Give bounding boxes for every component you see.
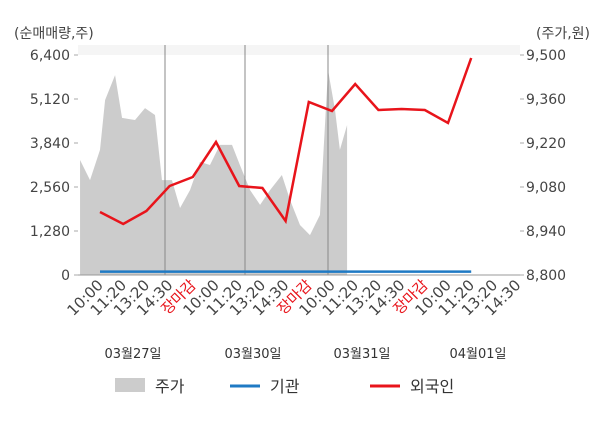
y-tick-label: 2,560 — [30, 180, 70, 196]
day-label: 03월27일 — [104, 347, 161, 362]
day-label: 03월30일 — [224, 347, 281, 362]
legend-swatch — [115, 378, 145, 392]
y-tick-label: 5,120 — [30, 92, 70, 108]
y-axis-label: (순매매량,주) — [14, 26, 94, 42]
day-label: 04월01일 — [449, 347, 506, 362]
price-area — [80, 70, 348, 275]
y-tick-label: 6,400 — [30, 48, 70, 64]
series-line — [99, 57, 473, 226]
y2-tick-label: 9,500 — [526, 48, 566, 64]
legend-label: 외국인 — [410, 377, 454, 396]
day-label: 03월31일 — [333, 347, 390, 362]
y2-tick-label: 8,800 — [526, 268, 566, 284]
y2-tick-label: 9,360 — [526, 92, 566, 108]
y2-tick-label: 8,940 — [526, 224, 566, 240]
legend-label: 주가 — [155, 377, 185, 396]
y2-tick-label: 9,220 — [526, 136, 566, 152]
legend-label: 기관 — [270, 377, 300, 396]
y-tick-label: 0 — [61, 268, 70, 284]
y2-axis-label: (주가,원) — [536, 26, 590, 42]
y-tick-label: 3,840 — [30, 136, 70, 152]
y-tick-label: 1,280 — [30, 224, 70, 240]
y2-tick-label: 9,080 — [526, 180, 566, 196]
